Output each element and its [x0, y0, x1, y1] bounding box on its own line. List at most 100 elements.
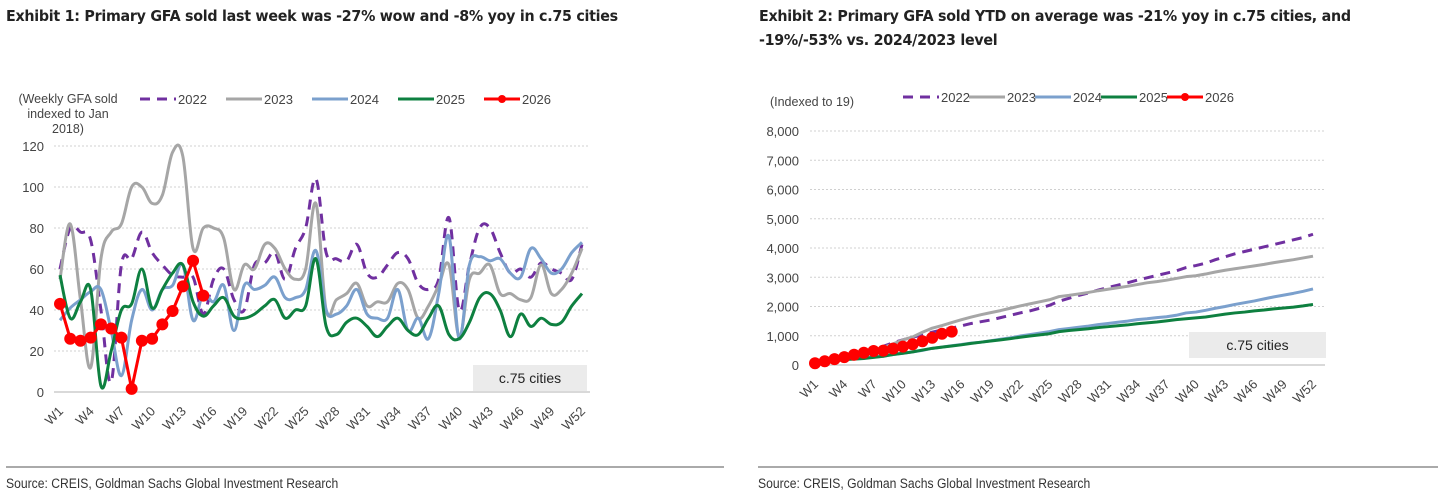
- x-tick-label: W19: [967, 377, 997, 407]
- y-axis-label: 2018): [52, 122, 84, 136]
- legend-item-2025: 2025: [1101, 90, 1168, 105]
- legend-label: 2023: [264, 92, 293, 107]
- y-tick-label: 3,000: [766, 270, 799, 285]
- x-tick-label: W40: [436, 404, 466, 434]
- data-point-2026: [135, 334, 148, 347]
- legend-label: 2022: [941, 90, 970, 105]
- x-tick-label: W34: [374, 404, 404, 434]
- data-point-2026: [877, 344, 890, 357]
- y-tick-label: 7,000: [766, 153, 799, 168]
- chart-2-ytd-gfa: (Indexed to 19) 2022 2023 2024 2025 2026 0 1,00…: [766, 90, 1326, 407]
- x-tick-label: W46: [1231, 377, 1261, 407]
- x-tick-label: W43: [466, 404, 496, 434]
- legend-label: 2026: [522, 92, 551, 107]
- legend-label: 2023: [1007, 90, 1036, 105]
- data-point-2026: [896, 340, 909, 353]
- x-tick-label: W34: [1114, 377, 1144, 407]
- legend-label: 2025: [1139, 90, 1168, 105]
- data-point-2026: [115, 331, 128, 344]
- x-tick-label: W28: [1055, 377, 1085, 407]
- y-tick-label: 2,000: [766, 300, 799, 315]
- x-tick-label: W37: [405, 404, 435, 434]
- data-point-2026: [187, 254, 200, 267]
- x-tick-label: W16: [190, 404, 220, 434]
- y-tick-label: 6,000: [766, 183, 799, 198]
- y-tick-label: 4,000: [766, 241, 799, 256]
- y-tick-label: 0: [792, 358, 799, 373]
- x-tick-label: W31: [344, 404, 374, 434]
- divider: [6, 466, 724, 468]
- exhibit-1-title: Exhibit 1: Primary GFA sold last week wa…: [6, 7, 618, 25]
- data-point-2026: [926, 331, 939, 344]
- x-tick-label: W25: [282, 404, 312, 434]
- data-point-2026: [197, 289, 210, 302]
- y-tick-label: 120: [22, 139, 44, 154]
- annotation-box: [1189, 332, 1326, 358]
- legend-item-2026: 2026: [1167, 90, 1234, 105]
- series-line-2025: [814, 302, 1314, 365]
- data-point-2026: [94, 318, 107, 331]
- data-point-2026: [74, 334, 87, 347]
- x-tick-label: W40: [1172, 377, 1202, 407]
- legend-marker: [1181, 93, 1189, 101]
- series-line-2025: [58, 257, 584, 390]
- exhibit-2-title-line1: Exhibit 2: Primary GFA sold YTD on avera…: [759, 7, 1351, 25]
- legend-item-2026: 2026: [484, 92, 551, 107]
- data-point-2026: [176, 280, 189, 293]
- x-tick-label: W52: [559, 404, 589, 434]
- data-point-2026: [84, 331, 97, 344]
- legend-item-2023: 2023: [969, 90, 1036, 105]
- exhibit-2: Exhibit 2: Primary GFA sold YTD on avera…: [755, 0, 1438, 503]
- y-tick-label: 8,000: [766, 124, 799, 139]
- legend-label: 2022: [178, 92, 207, 107]
- exhibit-1: Exhibit 1: Primary GFA sold last week wa…: [6, 7, 724, 491]
- x-tick-label: W22: [997, 377, 1027, 407]
- annotation-box: [473, 365, 587, 391]
- x-tick-label: W16: [938, 377, 968, 407]
- data-point-2026: [125, 382, 138, 395]
- x-tick-label: W22: [252, 404, 282, 434]
- x-tick-label: W4: [826, 377, 850, 401]
- y-tick-label: 20: [30, 344, 44, 359]
- exhibit-2-title-line2: -19%/-53% vs. 2024/2023 level: [759, 31, 998, 49]
- x-tick-label: W4: [72, 404, 96, 428]
- legend-label: 2025: [436, 92, 465, 107]
- legend-item-2022: 2022: [903, 90, 970, 105]
- data-point-2026: [916, 335, 929, 348]
- exhibit-1-source: Source: CREIS, Goldman Sachs Global Inve…: [6, 476, 339, 491]
- legend-item-2024: 2024: [1035, 90, 1102, 105]
- data-point-2026: [906, 338, 919, 351]
- legend-item-2022: 2022: [140, 92, 207, 107]
- series-line-2024: [58, 233, 584, 378]
- legend-label: 2024: [1073, 90, 1102, 105]
- legend-item-2023: 2023: [226, 92, 293, 107]
- y-axis-label: (Weekly GFA sold: [18, 92, 117, 106]
- divider: [758, 466, 1438, 468]
- data-point-2026: [54, 297, 66, 310]
- y-tick-label: 1,000: [766, 329, 799, 344]
- data-point-2026: [935, 327, 948, 340]
- x-tick-label: W31: [1085, 377, 1115, 407]
- data-point-2026: [166, 305, 179, 318]
- x-tick-label: W25: [1026, 377, 1056, 407]
- x-tick-label: W13: [909, 377, 939, 407]
- data-point-2026: [818, 355, 831, 368]
- y-tick-label: 40: [30, 303, 44, 318]
- x-tick-label: W1: [797, 377, 821, 401]
- x-tick-label: W19: [221, 404, 251, 434]
- x-tick-label: W7: [855, 377, 879, 401]
- y-tick-label: 5,000: [766, 212, 799, 227]
- data-point-2026: [945, 325, 958, 338]
- x-tick-label: W7: [103, 404, 127, 428]
- y-tick-label: 100: [22, 180, 44, 195]
- y-tick-label: 0: [37, 385, 44, 400]
- series-line-2023: [814, 254, 1314, 365]
- data-point-2026: [838, 351, 851, 364]
- x-tick-label: W49: [528, 404, 558, 434]
- series-line-2022: [58, 177, 584, 384]
- x-tick-label: W46: [497, 404, 527, 434]
- data-point-2026: [828, 353, 841, 366]
- data-point-2026: [156, 318, 169, 331]
- series-line-2023: [58, 143, 584, 370]
